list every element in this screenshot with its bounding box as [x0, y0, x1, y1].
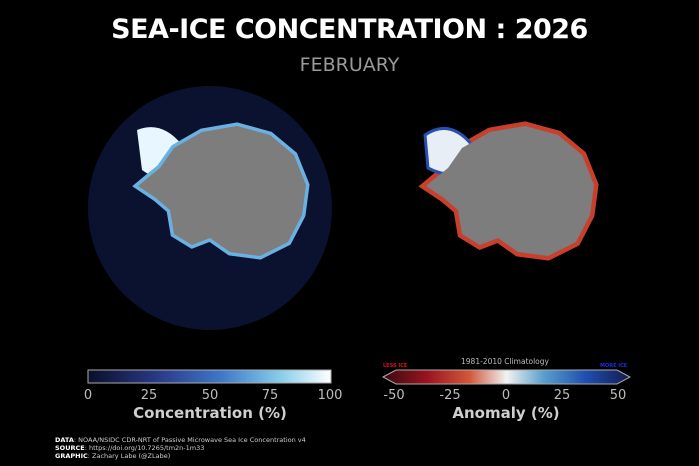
graphic-text: : Zachary Labe (@ZLabe) [87, 452, 171, 460]
anom-tick: 0 [501, 388, 511, 403]
page-subtitle: FEBRUARY [299, 54, 400, 76]
graphic-label: GRAPHIC [55, 452, 88, 460]
concentration-label: Concentration (%) [133, 404, 287, 422]
conc-tick: 50 [201, 388, 219, 403]
anom-tick: 50 [609, 388, 627, 403]
anom-tick: 25 [553, 388, 571, 403]
concentration-colorbar [87, 369, 332, 384]
footer-credits: DATA: NOAA/NSIDC CDR-NRT of Passive Micr… [55, 436, 306, 460]
conc-tick: 25 [140, 388, 158, 403]
conc-tick: 0 [83, 388, 93, 403]
anom-tick: -25 [439, 388, 461, 403]
conc-tick: 100 [317, 388, 343, 403]
anomaly-label: Anomaly (%) [452, 404, 560, 422]
climatology-label: 1981-2010 Climatology [461, 357, 549, 366]
page-title: SEA-ICE CONCENTRATION : 2026 [111, 14, 588, 45]
concentration-map [88, 86, 332, 330]
source-label: SOURCE [55, 444, 85, 452]
conc-tick: 75 [261, 388, 279, 403]
data-text: : NOAA/NSIDC CDR-NRT of Passive Microwav… [73, 436, 306, 444]
source-link[interactable]: : https://doi.org/10.7265/tm2n-1m33 [84, 444, 205, 452]
anom-tick: -50 [383, 388, 405, 403]
less-ice-label: LESS ICE [383, 363, 408, 369]
anomaly-map [425, 126, 594, 256]
more-ice-label: MORE ICE [600, 363, 628, 369]
anomaly-colorbar [381, 369, 632, 385]
data-label: DATA [55, 436, 74, 444]
